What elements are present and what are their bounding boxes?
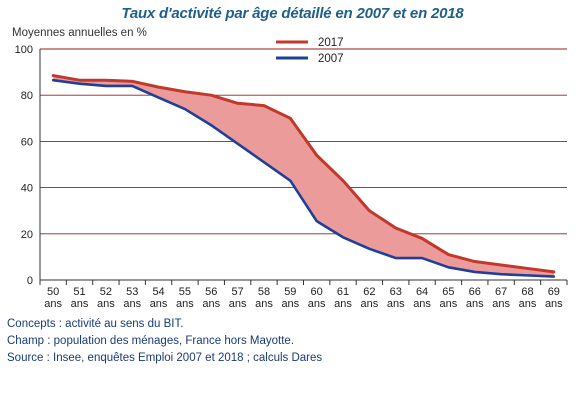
x-tick-label: 55 bbox=[179, 286, 191, 298]
legend-label-2007: 2007 bbox=[318, 53, 344, 65]
y-tick-label: 40 bbox=[21, 183, 33, 195]
axes: 02040608010050ans51ans52ans53ans54ans55a… bbox=[15, 44, 568, 310]
x-tick-unit-label: ans bbox=[281, 298, 299, 310]
series-lines bbox=[51, 74, 556, 278]
x-tick-unit-label: ans bbox=[229, 298, 247, 310]
x-tick-label: 58 bbox=[258, 286, 270, 298]
x-tick-label: 64 bbox=[416, 286, 428, 298]
x-tick-unit-label: ans bbox=[97, 298, 115, 310]
x-tick-label: 54 bbox=[152, 286, 164, 298]
y-axis-label: Moyennes annuelles en % bbox=[12, 27, 147, 39]
x-tick-unit-label: ans bbox=[334, 298, 352, 310]
x-tick-unit-label: ans bbox=[176, 298, 194, 310]
x-tick-unit-label: ans bbox=[387, 298, 405, 310]
legend: 2017 2007 bbox=[276, 37, 344, 65]
fill-between-2017-2007 bbox=[53, 75, 554, 277]
x-tick-label: 51 bbox=[73, 286, 85, 298]
x-tick-label: 52 bbox=[100, 286, 112, 298]
x-tick-unit-label: ans bbox=[202, 298, 220, 310]
x-tick-label: 65 bbox=[442, 286, 454, 298]
x-tick-label: 61 bbox=[337, 286, 349, 298]
x-tick-label: 63 bbox=[390, 286, 402, 298]
y-tick-label: 0 bbox=[27, 275, 33, 287]
x-tick-unit-label: ans bbox=[440, 298, 458, 310]
x-tick-label: 67 bbox=[495, 286, 507, 298]
x-tick-unit-label: ans bbox=[545, 298, 563, 310]
x-tick-label: 69 bbox=[548, 286, 560, 298]
x-tick-label: 50 bbox=[47, 286, 59, 298]
x-tick-unit-label: ans bbox=[466, 298, 484, 310]
x-tick-unit-label: ans bbox=[44, 298, 62, 310]
chart-title: Taux d'activité par âge détaillé en 2007… bbox=[121, 5, 464, 22]
x-tick-label: 60 bbox=[311, 286, 323, 298]
footer-champ: Champ : population des ménages, France h… bbox=[7, 335, 295, 347]
series-line-2007 bbox=[51, 78, 556, 278]
x-tick-label: 68 bbox=[521, 286, 533, 298]
x-tick-unit-label: ans bbox=[519, 298, 537, 310]
y-tick-label: 60 bbox=[21, 136, 33, 148]
x-tick-label: 56 bbox=[205, 286, 217, 298]
gap-fill-area bbox=[53, 75, 554, 277]
footer-concepts: Concepts : activité au sens du BIT. bbox=[7, 318, 184, 330]
x-tick-label: 59 bbox=[284, 286, 296, 298]
x-tick-unit-label: ans bbox=[492, 298, 510, 310]
y-tick-label: 100 bbox=[15, 44, 33, 56]
x-tick-unit-label: ans bbox=[255, 298, 273, 310]
x-tick-unit-label: ans bbox=[123, 298, 141, 310]
series-line-2017 bbox=[51, 74, 556, 274]
y-tick-label: 80 bbox=[21, 90, 33, 102]
y-tick-label: 20 bbox=[21, 229, 33, 241]
x-tick-label: 62 bbox=[363, 286, 375, 298]
footer-source: Source : Insee, enquêtes Emploi 2007 et … bbox=[7, 352, 323, 364]
x-tick-unit-label: ans bbox=[413, 298, 431, 310]
x-tick-label: 53 bbox=[126, 286, 138, 298]
x-tick-unit-label: ans bbox=[150, 298, 168, 310]
legend-label-2017: 2017 bbox=[318, 37, 344, 49]
x-tick-unit-label: ans bbox=[308, 298, 326, 310]
x-tick-label: 57 bbox=[232, 286, 244, 298]
x-tick-unit-label: ans bbox=[361, 298, 379, 310]
x-tick-label: 66 bbox=[469, 286, 481, 298]
x-tick-unit-label: ans bbox=[71, 298, 89, 310]
